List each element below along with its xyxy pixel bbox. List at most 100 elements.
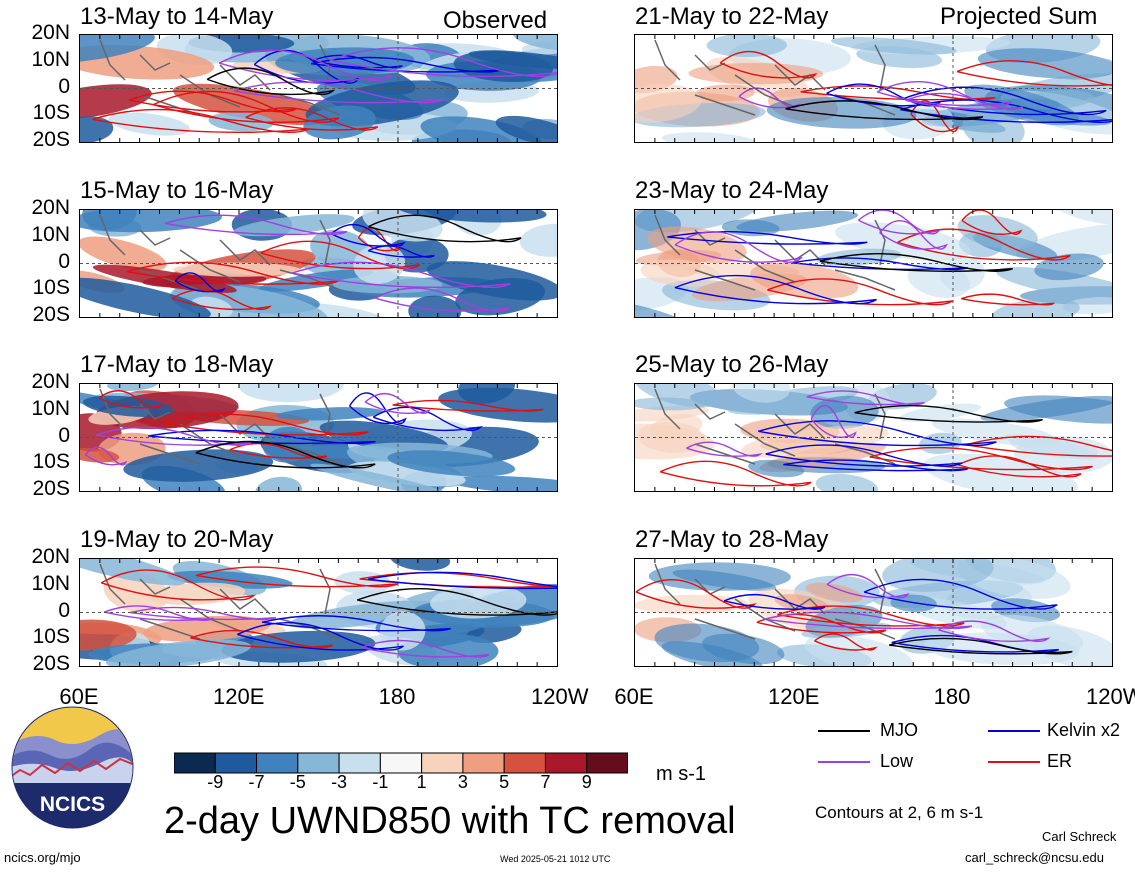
contour-line bbox=[961, 293, 1055, 306]
wind-anomaly-shade bbox=[830, 37, 957, 55]
wind-anomaly-shade bbox=[649, 413, 703, 441]
contour-line bbox=[810, 404, 857, 438]
colorbar-segment bbox=[586, 752, 629, 774]
legend-label-mjo: MJO bbox=[880, 720, 918, 740]
lat-tick-label: 20N bbox=[31, 196, 70, 219]
wind-anomaly-shade bbox=[458, 384, 516, 404]
contour-line bbox=[961, 210, 1023, 235]
panel-title-proj-2: 23-May to 24-May bbox=[635, 177, 829, 204]
wind-anomaly-shade bbox=[310, 463, 460, 491]
colorbar-tick-label: -9 bbox=[207, 772, 224, 792]
wind-anomaly-shade bbox=[495, 115, 557, 142]
wind-anomaly-shade bbox=[80, 559, 186, 586]
map-panel-obs-3 bbox=[79, 383, 558, 492]
lat-tick-label: 0 bbox=[58, 598, 70, 622]
wind-anomaly-shade bbox=[80, 210, 223, 233]
wind-anomaly-shade bbox=[80, 84, 152, 120]
contour-line bbox=[92, 108, 310, 134]
legend-swatch-kelvin bbox=[988, 730, 1040, 732]
map-panel-obs-4 bbox=[79, 558, 558, 667]
lat-tick-label: 20S bbox=[32, 128, 70, 151]
legend-label-er: ER bbox=[1047, 751, 1073, 771]
lat-tick-label: 10S bbox=[32, 625, 70, 649]
contour-line bbox=[819, 253, 1014, 272]
wind-anomaly-shade bbox=[804, 634, 914, 666]
wind-anomaly-shade bbox=[453, 50, 553, 82]
svg-text:NCICS: NCICS bbox=[40, 793, 105, 816]
wind-anomaly-shade bbox=[815, 473, 879, 491]
lat-tick-label: 20N bbox=[31, 545, 70, 568]
contour-line bbox=[888, 637, 1073, 655]
colorbar-tick-label: 3 bbox=[457, 772, 468, 792]
panel-title-proj-1: 21-May to 22-May bbox=[635, 3, 829, 30]
wind-anomaly-shade bbox=[80, 236, 167, 271]
wind-anomaly-shade bbox=[347, 461, 466, 487]
contour-line bbox=[965, 435, 1112, 457]
contour-line bbox=[857, 210, 941, 235]
contour-line bbox=[806, 390, 925, 406]
contour-line bbox=[260, 240, 421, 270]
coastline bbox=[99, 388, 341, 465]
panel-title-proj-3: 25-May to 26-May bbox=[635, 351, 829, 378]
wind-anomaly-shade bbox=[648, 562, 791, 591]
contour-line bbox=[800, 85, 996, 101]
lat-tick-label: 20N bbox=[31, 370, 70, 393]
lat-tick-label: 10N bbox=[31, 396, 70, 420]
contour-line bbox=[897, 228, 1071, 261]
contour-line bbox=[956, 60, 1112, 87]
wind-anomaly-shade bbox=[661, 132, 756, 142]
contour-line bbox=[392, 399, 544, 412]
wind-anomaly-shade bbox=[1050, 210, 1112, 225]
wind-anomaly-shade bbox=[726, 386, 859, 415]
lat-tick-label: 10N bbox=[31, 571, 70, 595]
panel-title-obs-2: 15-May to 16-May bbox=[80, 177, 274, 204]
map-panel-proj-2 bbox=[634, 209, 1113, 318]
colorbar-segment bbox=[297, 752, 340, 774]
wind-anomaly-shade bbox=[123, 449, 274, 482]
colorbar-tick-label: -3 bbox=[331, 772, 348, 792]
contour-line bbox=[128, 90, 297, 113]
contour-line bbox=[245, 107, 379, 131]
colorbar-segment bbox=[544, 752, 588, 774]
colorbar bbox=[173, 752, 629, 779]
author: Carl Schreck bbox=[1042, 829, 1117, 844]
lat-tick-label: 0 bbox=[58, 74, 70, 98]
wind-anomaly-shade bbox=[635, 298, 693, 317]
contour-line bbox=[686, 441, 763, 457]
contour-line bbox=[854, 404, 1043, 423]
colorbar-tick-label: 5 bbox=[499, 772, 510, 792]
contour-line bbox=[910, 100, 960, 133]
colorbar-tick-label: -1 bbox=[372, 772, 389, 792]
wind-anomaly-shade bbox=[996, 267, 1112, 301]
contour-line bbox=[372, 406, 483, 432]
colorbar-segment bbox=[256, 752, 299, 774]
contour-line bbox=[364, 392, 431, 415]
contour-line bbox=[814, 633, 878, 651]
wind-anomaly-shade bbox=[635, 384, 722, 408]
lon-tick-label: 60E bbox=[614, 684, 654, 709]
contour-line bbox=[905, 92, 1024, 111]
contour-line bbox=[98, 390, 164, 409]
contour-line bbox=[667, 230, 868, 245]
contour-line bbox=[902, 86, 1107, 116]
contour-line bbox=[674, 274, 877, 305]
lon-tick-label: 180 bbox=[378, 684, 416, 709]
wind-anomaly-shade bbox=[736, 210, 859, 232]
wind-anomaly-shade bbox=[748, 459, 805, 478]
lat-tick-label: 20S bbox=[32, 303, 70, 326]
contour-line bbox=[95, 426, 252, 446]
lon-tick-label: 180 bbox=[933, 684, 971, 709]
panel-title-obs-4: 19-May to 20-May bbox=[80, 526, 274, 553]
colorbar-segment bbox=[173, 752, 216, 774]
colorbar-tick-label: -7 bbox=[248, 772, 265, 792]
contour-line bbox=[876, 81, 1012, 107]
contour-line bbox=[330, 223, 406, 247]
lat-tick-label: 10S bbox=[32, 101, 70, 125]
contour-line bbox=[206, 67, 336, 96]
wind-anomaly-shade bbox=[635, 84, 702, 123]
wind-anomaly-shade bbox=[706, 35, 787, 58]
lat-tick-label: 10N bbox=[31, 47, 70, 71]
projected-label: Projected Sum bbox=[940, 3, 1098, 30]
contour-line bbox=[869, 446, 1093, 471]
map-panel-proj-3 bbox=[634, 383, 1113, 492]
